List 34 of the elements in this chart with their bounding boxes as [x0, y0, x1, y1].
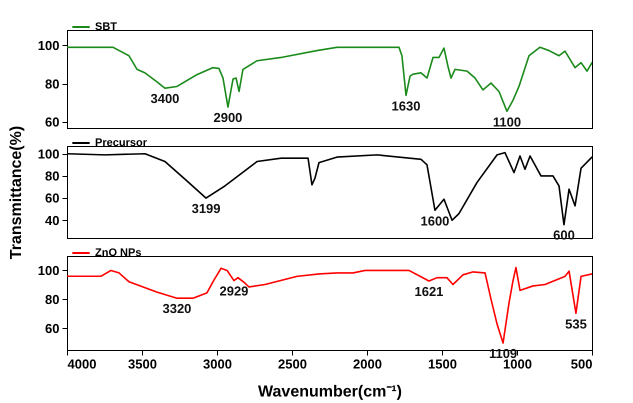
legend-label: Precursor: [95, 137, 148, 149]
y-tick-label: 40: [45, 212, 60, 228]
legend-label: SBT: [95, 21, 118, 33]
annotation: 1100: [492, 114, 522, 130]
x-tick-label: 3500: [128, 356, 157, 372]
annotation: 3320: [162, 301, 192, 316]
y-tick-label: 60: [45, 320, 60, 336]
annotation: 1630: [392, 98, 420, 114]
line-series: [67, 46, 592, 112]
y-tick-label: 100: [38, 262, 60, 278]
x-axis-title: Wavenumber(cm⁻¹): [258, 384, 402, 400]
y-tick-label: 80: [45, 168, 60, 184]
y-tick-label: 60: [45, 190, 60, 206]
x-tick-label: 4000: [68, 356, 96, 372]
y-axis-title: Transmittance(%): [8, 126, 25, 260]
legend-label: ZnO NPs: [95, 247, 142, 259]
annotation: 1600: [420, 213, 450, 228]
y-tick-label: 60: [45, 114, 60, 130]
x-tick-label: 1500: [428, 356, 457, 372]
line-series: [67, 266, 592, 344]
annotation: 3400: [150, 91, 180, 106]
y-tick-label: 80: [45, 292, 60, 307]
y-tick-label: 100: [38, 146, 60, 162]
annotation: 535: [565, 316, 587, 332]
x-tick-label: 2000: [353, 356, 382, 372]
x-tick-label: 2500: [278, 356, 307, 372]
y-tick-label: 80: [45, 76, 60, 92]
x-tick-label: 3000: [203, 356, 232, 372]
annotation: 3199: [192, 201, 221, 216]
annotation: 2929: [219, 284, 248, 299]
annotation: 1621: [414, 284, 444, 300]
annotation: 2900: [213, 110, 242, 126]
x-tick-label: 500: [570, 356, 592, 372]
y-tick-label: 100: [38, 38, 60, 53]
